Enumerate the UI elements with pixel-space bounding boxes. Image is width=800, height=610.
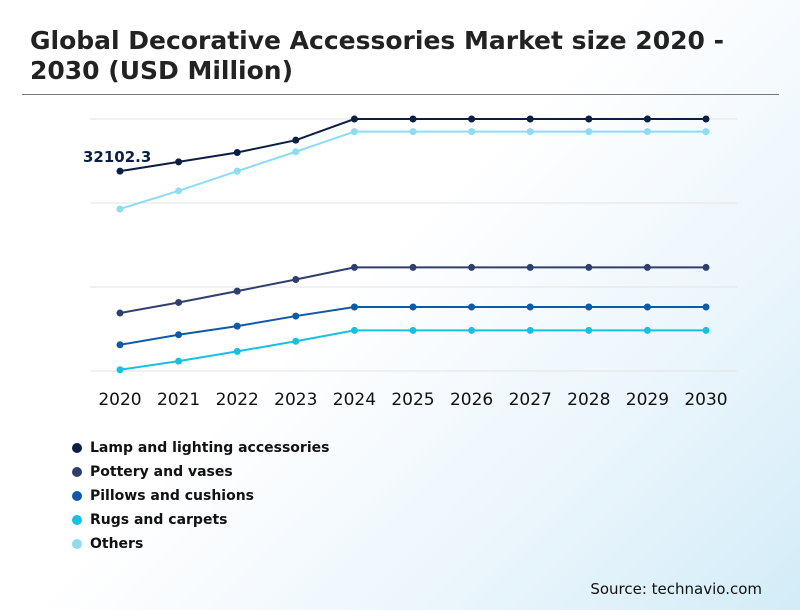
x-tick-label: 2028 bbox=[567, 390, 610, 410]
data-point bbox=[116, 205, 124, 213]
legend-marker bbox=[72, 491, 82, 501]
data-point bbox=[643, 115, 651, 123]
chart-title: Global Decorative Accessories Market siz… bbox=[30, 26, 724, 85]
data-point bbox=[468, 128, 476, 136]
data-point bbox=[116, 366, 124, 374]
x-tick-label: 2027 bbox=[509, 390, 552, 410]
x-tick-label: 2030 bbox=[684, 390, 727, 410]
data-point bbox=[175, 158, 183, 166]
x-tick-label: 2020 bbox=[98, 390, 141, 410]
data-point bbox=[175, 331, 183, 339]
data-point bbox=[116, 309, 124, 317]
legend-item: Rugs and carpets bbox=[72, 508, 329, 532]
data-point bbox=[643, 128, 651, 136]
series-line bbox=[119, 130, 706, 210]
chart-legend: Lamp and lighting accessories Pottery and… bbox=[72, 436, 329, 556]
data-point bbox=[350, 263, 358, 271]
data-point bbox=[643, 263, 651, 271]
data-point bbox=[292, 337, 300, 345]
data-point bbox=[585, 326, 593, 334]
data-point bbox=[468, 303, 476, 311]
data-point bbox=[292, 312, 300, 320]
legend-label: Pillows and cushions bbox=[90, 488, 255, 504]
legend-label: Others bbox=[90, 536, 144, 552]
data-label: 32102.3 bbox=[83, 148, 151, 166]
data-point bbox=[292, 148, 300, 156]
data-point bbox=[292, 136, 300, 144]
legend-label: Rugs and carpets bbox=[90, 512, 228, 528]
x-tick-label: 2029 bbox=[626, 390, 669, 410]
legend-marker bbox=[72, 539, 82, 549]
data-point bbox=[526, 303, 534, 311]
data-point bbox=[526, 326, 534, 334]
legend-marker bbox=[72, 515, 82, 525]
data-point bbox=[468, 326, 476, 334]
series-line bbox=[119, 329, 706, 371]
legend-item: Lamp and lighting accessories bbox=[72, 436, 329, 460]
data-point bbox=[526, 128, 534, 136]
data-point bbox=[409, 303, 417, 311]
data-point bbox=[643, 303, 651, 311]
data-point bbox=[233, 167, 241, 175]
data-point bbox=[350, 326, 358, 334]
data-point bbox=[233, 322, 241, 330]
data-point bbox=[526, 263, 534, 271]
source-credit: Source: technavio.com bbox=[590, 580, 762, 598]
data-point bbox=[409, 326, 417, 334]
data-point bbox=[585, 263, 593, 271]
x-tick-label: 2021 bbox=[157, 390, 200, 410]
series-line bbox=[119, 305, 706, 346]
legend-item: Pottery and vases bbox=[72, 460, 329, 484]
data-point bbox=[468, 263, 476, 271]
data-point bbox=[409, 263, 417, 271]
data-point bbox=[350, 115, 358, 123]
data-point bbox=[116, 167, 124, 175]
legend-item: Others bbox=[72, 532, 329, 556]
legend-label: Lamp and lighting accessories bbox=[90, 440, 330, 456]
data-point bbox=[702, 303, 710, 311]
data-point bbox=[233, 347, 241, 355]
data-point bbox=[643, 326, 651, 334]
x-tick-label: 2023 bbox=[274, 390, 317, 410]
data-point bbox=[409, 128, 417, 136]
title-divider bbox=[22, 94, 779, 95]
data-point bbox=[585, 128, 593, 136]
data-point bbox=[292, 276, 300, 284]
data-point bbox=[233, 287, 241, 295]
data-point bbox=[175, 357, 183, 365]
x-tick-label: 2025 bbox=[391, 390, 434, 410]
data-point bbox=[526, 115, 534, 123]
data-point bbox=[350, 303, 358, 311]
data-point bbox=[702, 128, 710, 136]
data-point bbox=[175, 298, 183, 306]
data-point bbox=[585, 303, 593, 311]
data-point bbox=[585, 115, 593, 123]
data-point bbox=[116, 341, 124, 349]
data-point bbox=[702, 326, 710, 334]
data-point bbox=[350, 128, 358, 136]
x-tick-label: 2026 bbox=[450, 390, 493, 410]
legend-marker bbox=[72, 443, 82, 453]
legend-marker bbox=[72, 467, 82, 477]
x-tick-label: 2024 bbox=[333, 390, 376, 410]
data-point bbox=[409, 115, 417, 123]
legend-item: Pillows and cushions bbox=[72, 484, 329, 508]
series-line bbox=[119, 118, 706, 173]
data-point bbox=[702, 115, 710, 123]
data-point bbox=[233, 149, 241, 157]
x-tick-label: 2022 bbox=[216, 390, 259, 410]
legend-label: Pottery and vases bbox=[90, 464, 233, 480]
data-point bbox=[468, 115, 476, 123]
data-point bbox=[702, 263, 710, 271]
data-point bbox=[175, 187, 183, 195]
